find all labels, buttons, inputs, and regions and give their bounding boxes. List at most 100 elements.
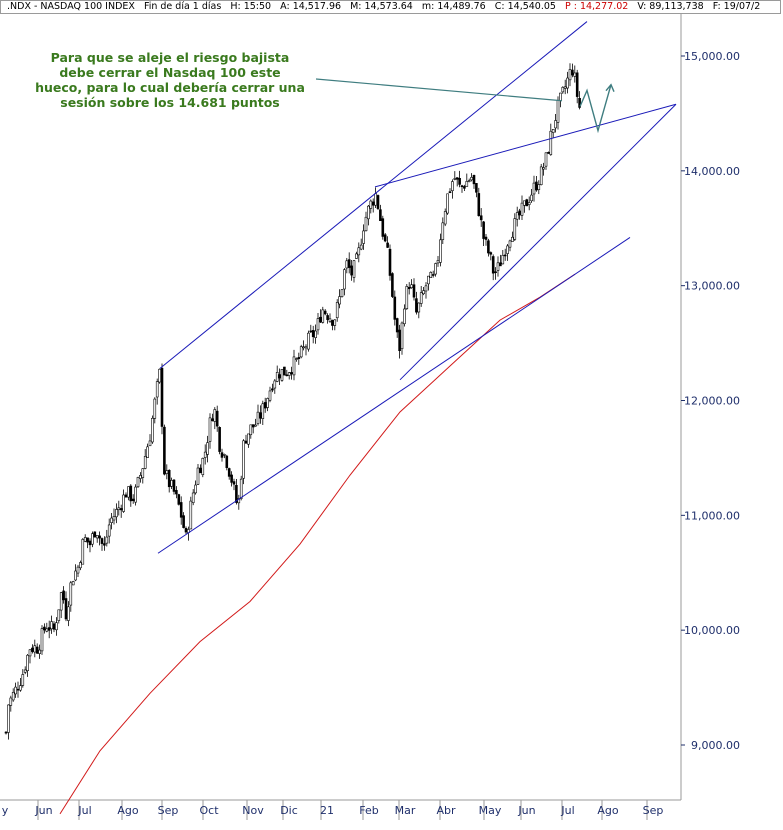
candle-body bbox=[525, 199, 529, 207]
candle-body bbox=[415, 298, 418, 313]
candle-body bbox=[431, 274, 435, 276]
high-label: M: 14,573.64 bbox=[350, 1, 413, 12]
candle-body bbox=[395, 318, 399, 333]
candle-body bbox=[554, 120, 557, 129]
candle-body bbox=[235, 485, 238, 503]
candle-body bbox=[357, 247, 361, 256]
candle-body bbox=[71, 581, 75, 586]
candle-body bbox=[124, 494, 128, 498]
annotation-line-3: hueco, para lo cual debería cerrar una bbox=[35, 80, 305, 95]
candle-body bbox=[151, 417, 154, 443]
candle-body bbox=[470, 177, 473, 181]
projection-arrow bbox=[579, 84, 612, 134]
candle-body bbox=[103, 543, 106, 546]
candle-body bbox=[117, 507, 121, 510]
candle-body bbox=[4, 731, 8, 734]
candle-body bbox=[91, 533, 94, 545]
y-tick-label: 12,000.00 bbox=[684, 395, 740, 408]
x-tick-label: Ago bbox=[597, 804, 619, 817]
candle-body bbox=[482, 221, 485, 239]
candle-body bbox=[338, 296, 341, 305]
candle-body bbox=[578, 97, 581, 108]
candle-body bbox=[11, 692, 15, 701]
candle-body bbox=[417, 302, 421, 313]
x-tick-label: Jun bbox=[517, 804, 535, 817]
candle-body bbox=[115, 509, 118, 518]
candle-body bbox=[247, 433, 250, 445]
y-tick-label: 9,000.00 bbox=[691, 739, 740, 752]
candle-body bbox=[333, 319, 337, 326]
candle-body bbox=[518, 210, 521, 216]
candle-body bbox=[530, 194, 533, 202]
candle-body bbox=[21, 674, 25, 686]
candle-body bbox=[31, 647, 34, 652]
candle-body bbox=[323, 310, 327, 315]
candle-body bbox=[479, 215, 483, 221]
candle-body bbox=[280, 369, 284, 381]
candle-body bbox=[218, 427, 221, 452]
candle-body bbox=[69, 582, 73, 606]
candle-body bbox=[278, 374, 281, 379]
candle-body bbox=[215, 410, 219, 427]
candle-body bbox=[40, 628, 44, 652]
candle-body bbox=[206, 442, 209, 455]
candle-body bbox=[477, 193, 481, 217]
candle-body bbox=[559, 92, 562, 101]
candle-body bbox=[537, 184, 541, 190]
candle-body bbox=[259, 412, 262, 419]
candle-body bbox=[23, 669, 27, 673]
candle-body bbox=[98, 535, 101, 539]
x-tick-label: Jun bbox=[34, 804, 52, 817]
candle-body bbox=[335, 302, 339, 319]
candle-body bbox=[189, 500, 193, 530]
candle-body bbox=[64, 598, 68, 620]
x-tick-label: May bbox=[479, 804, 502, 817]
candle-body bbox=[566, 77, 569, 89]
candle-body bbox=[302, 346, 305, 349]
candle-body bbox=[359, 244, 363, 250]
candle-body bbox=[371, 201, 375, 206]
candle-body bbox=[556, 99, 560, 123]
candle-body bbox=[273, 380, 277, 389]
x-tick-label: Sep bbox=[158, 804, 179, 817]
moving-average-label: P : 14,277.02 bbox=[564, 1, 629, 12]
candle-body bbox=[83, 537, 87, 542]
candle-body bbox=[271, 388, 274, 391]
candle-body bbox=[290, 372, 293, 375]
candle-body bbox=[429, 271, 433, 278]
candle-body bbox=[19, 685, 22, 691]
candle-body bbox=[191, 492, 195, 503]
x-tick-label: Jul bbox=[560, 804, 574, 817]
x-tick-label: Nov bbox=[242, 804, 264, 817]
candle-body bbox=[319, 316, 322, 323]
price-chart[interactable]: 9,000.00 10,000.00 11,000.00 12,000.00 13,00… bbox=[0, 14, 783, 830]
candle-body bbox=[292, 356, 296, 376]
candle-body bbox=[487, 240, 490, 254]
candle-body bbox=[167, 469, 171, 488]
candle-body bbox=[381, 218, 385, 237]
x-tick-label: Mar bbox=[395, 804, 416, 817]
candle-body bbox=[177, 494, 181, 505]
candle-body bbox=[110, 517, 113, 523]
candle-body bbox=[139, 475, 142, 479]
candle-body bbox=[407, 286, 411, 290]
candle-body bbox=[261, 403, 265, 419]
quote-info-bar: .NDX - NASDAQ 100 INDEX Fin de día 1 día… bbox=[0, 0, 781, 14]
candle-body bbox=[254, 424, 257, 427]
candle-body bbox=[439, 239, 442, 263]
candle-body bbox=[410, 284, 413, 288]
candle-body bbox=[153, 398, 157, 419]
candle-body bbox=[472, 175, 476, 185]
trendline-upper-channel bbox=[159, 21, 588, 369]
x-tick-label: Abr bbox=[436, 804, 456, 817]
candle-body bbox=[316, 318, 320, 331]
projection-arrowhead bbox=[605, 83, 615, 92]
candle-body bbox=[211, 418, 214, 422]
candle-body bbox=[55, 622, 58, 631]
candle-body bbox=[391, 273, 394, 297]
candle-body bbox=[165, 470, 169, 474]
candle-body bbox=[304, 346, 308, 349]
candle-body bbox=[266, 398, 269, 408]
y-tick-label: 10,000.00 bbox=[684, 624, 740, 637]
candle-body bbox=[311, 330, 315, 338]
